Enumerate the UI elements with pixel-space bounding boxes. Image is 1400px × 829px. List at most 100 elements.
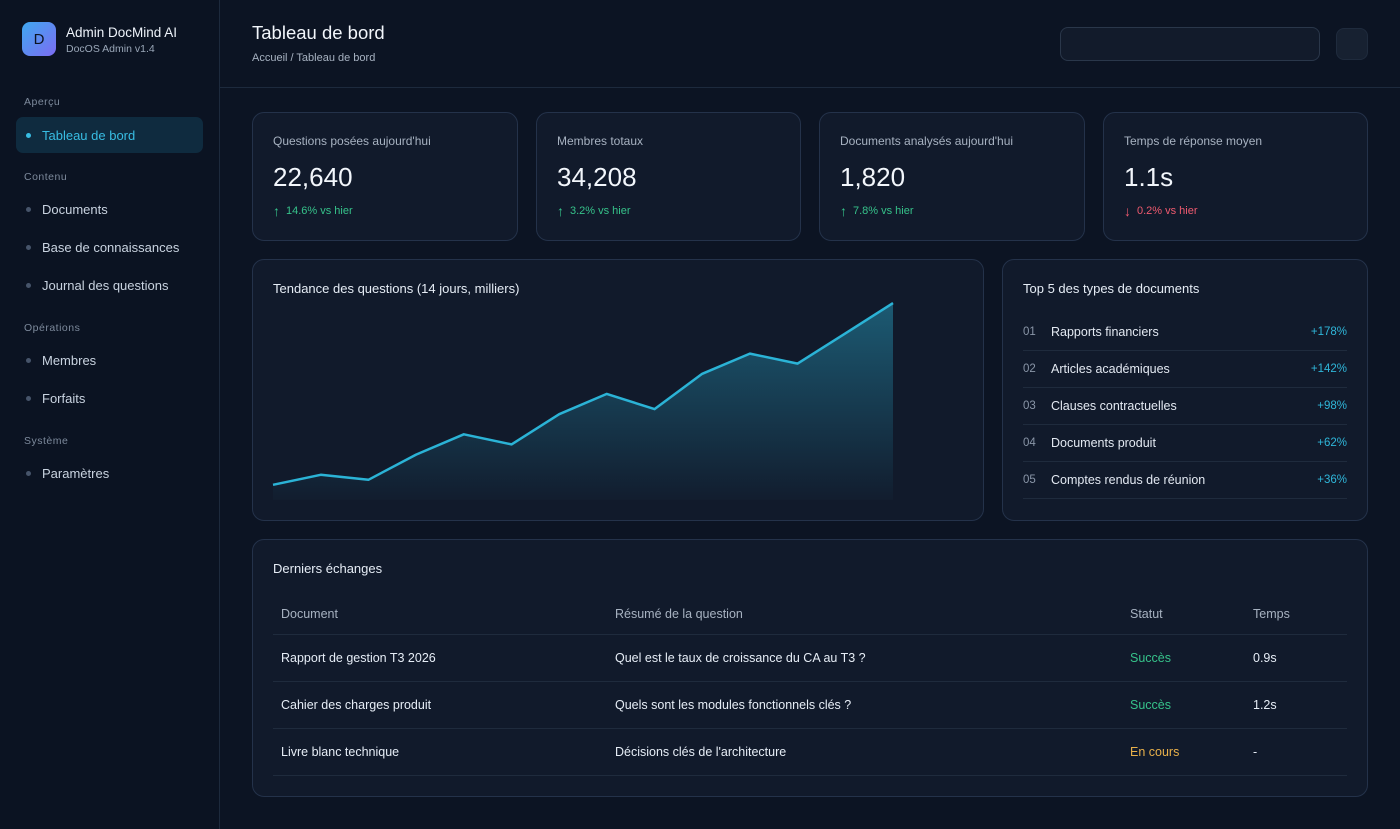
- list-item[interactable]: 02 Articles académiques +142%: [1023, 351, 1347, 388]
- list-item[interactable]: 01 Rapports financiers +178%: [1023, 314, 1347, 351]
- brand-text: Admin DocMind AI DocOS Admin v1.4: [66, 24, 177, 55]
- cell-document: Rapport de gestion T3 2026: [281, 651, 436, 665]
- chart-point-12[interactable]: [792, 358, 804, 370]
- list-item[interactable]: 03 Clauses contractuelles +98%: [1023, 388, 1347, 425]
- chart-point-9[interactable]: [649, 403, 661, 415]
- doc-type-name: Documents produit: [1051, 436, 1156, 450]
- status-badge: Succès: [1130, 651, 1171, 665]
- cell-time: 0.9s: [1253, 651, 1277, 665]
- status-badge: En cours: [1130, 745, 1180, 759]
- brand: D Admin DocMind AI DocOS Admin v1.4: [22, 22, 177, 56]
- stat-card-temps-reponse: Temps de réponse moyen 1.1s ↓ 0.2% vs hi…: [1103, 112, 1368, 241]
- growth-pct: +142%: [1310, 363, 1347, 375]
- doc-type-name: Clauses contractuelles: [1051, 399, 1177, 413]
- doc-type-name: Comptes rendus de réunion: [1051, 473, 1206, 487]
- arrow-up-icon: ↑: [840, 203, 847, 219]
- exchanges-title: Derniers échanges: [273, 561, 383, 576]
- sidebar-item-tableau-de-bord[interactable]: Tableau de bord: [16, 117, 203, 153]
- stat-card-documents: Documents analysés aujourd'hui 1,820 ↑ 7…: [819, 112, 1085, 241]
- sidebar-section-operations: Opérations: [24, 322, 81, 334]
- sidebar-section-apercu: Aperçu: [24, 96, 61, 108]
- column-header-statut[interactable]: Statut: [1130, 606, 1163, 621]
- top-header: Tableau de bord Accueil / Tableau de bor…: [220, 0, 1400, 88]
- chart-point-5[interactable]: [458, 428, 470, 440]
- sidebar-item-label: Journal des questions: [42, 277, 169, 293]
- arrow-up-icon: ↑: [557, 203, 564, 219]
- arrow-up-icon: ↑: [273, 203, 280, 219]
- stat-label: Membres totaux: [557, 134, 644, 148]
- sidebar-item-base-de-connaissances[interactable]: Base de connaissances: [16, 229, 203, 265]
- dot-icon: [26, 282, 31, 288]
- growth-pct: +178%: [1310, 326, 1347, 338]
- chart-point-8[interactable]: [601, 388, 613, 400]
- sidebar-item-membres[interactable]: Membres: [16, 342, 203, 378]
- sidebar-item-parametres[interactable]: Paramètres: [16, 455, 203, 491]
- stat-delta: ↓ 0.2% vs hier: [1124, 203, 1198, 219]
- app-version: DocOS Admin v1.4: [66, 42, 155, 55]
- cell-document: Livre blanc technique: [281, 745, 400, 759]
- stat-value: 1,820: [840, 162, 906, 192]
- sidebar-item-documents[interactable]: Documents: [16, 191, 203, 227]
- dot-icon: [26, 470, 31, 476]
- sidebar-item-journal-des-questions[interactable]: Journal des questions: [16, 267, 203, 303]
- sidebar-item-label: Paramètres: [42, 465, 110, 481]
- list-item[interactable]: 04 Documents produit +62%: [1023, 425, 1347, 462]
- chart-point-2[interactable]: [315, 469, 327, 481]
- header-action-button[interactable]: [1336, 28, 1368, 60]
- sidebar-item-label: Membres: [42, 352, 97, 368]
- rank-number: 01: [1023, 326, 1036, 338]
- chart-point-1[interactable]: [267, 479, 279, 491]
- app-name: Admin DocMind AI: [66, 24, 178, 40]
- stat-delta: ↑ 3.2% vs hier: [557, 203, 631, 219]
- chart-area-fill: [273, 303, 893, 500]
- column-header-document[interactable]: Document: [281, 606, 338, 621]
- chart-point-10[interactable]: [696, 368, 708, 380]
- chart-point-11[interactable]: [744, 348, 756, 360]
- top5-title: Top 5 des types de documents: [1023, 281, 1200, 296]
- stat-delta: ↑ 7.8% vs hier: [840, 203, 914, 219]
- sidebar-item-label: Documents: [42, 201, 108, 217]
- table-row[interactable]: Rapport de gestion T3 2026 Quel est le t…: [273, 635, 1347, 682]
- column-header-question[interactable]: Résumé de la question: [615, 606, 743, 621]
- list-item[interactable]: 05 Comptes rendus de réunion +36%: [1023, 462, 1347, 499]
- cell-time: 1.2s: [1253, 698, 1277, 712]
- chart-point-13[interactable]: [839, 327, 851, 339]
- dot-icon: [26, 244, 31, 250]
- growth-pct: +62%: [1317, 437, 1347, 449]
- rank-number: 04: [1023, 437, 1036, 449]
- app-logo: D: [22, 22, 56, 56]
- column-header-temps[interactable]: Temps: [1253, 606, 1290, 621]
- chart-point-4[interactable]: [410, 449, 422, 461]
- trend-chart: [267, 297, 899, 500]
- cell-document: Cahier des charges produit: [281, 698, 432, 712]
- arrow-down-icon: ↓: [1124, 203, 1131, 219]
- chart-series-line: [272, 302, 894, 487]
- chart-title: Tendance des questions (14 jours, millie…: [273, 281, 520, 296]
- table-header: Document Résumé de la question Statut Te…: [273, 593, 1347, 635]
- top5-card: Top 5 des types de documents 01 Rapports…: [1002, 259, 1368, 521]
- sidebar-item-label: Tableau de bord: [42, 127, 136, 143]
- active-dot-icon: [26, 132, 31, 138]
- growth-pct: +36%: [1317, 474, 1347, 486]
- sidebar-item-forfaits[interactable]: Forfaits: [16, 380, 203, 416]
- search-input[interactable]: [1060, 27, 1320, 61]
- stat-delta: ↑ 14.6% vs hier: [273, 203, 353, 219]
- chart-point-7[interactable]: [553, 408, 565, 420]
- dot-icon: [26, 206, 31, 212]
- rank-number: 03: [1023, 400, 1036, 412]
- doc-type-name: Articles académiques: [1051, 362, 1170, 376]
- chart-point-6[interactable]: [505, 438, 517, 450]
- table-row[interactable]: Livre blanc technique Décisions clés de …: [273, 729, 1347, 776]
- chart-point-14[interactable]: [887, 297, 899, 309]
- table-row[interactable]: Cahier des charges produit Quels sont le…: [273, 682, 1347, 729]
- sidebar-item-label: Forfaits: [42, 390, 86, 406]
- sidebar: D Admin DocMind AI DocOS Admin v1.4 Aper…: [0, 0, 220, 829]
- stat-value: 1.1s: [1124, 162, 1174, 192]
- stat-delta-text: 0.2% vs hier: [1137, 205, 1198, 217]
- sidebar-section-systeme: Système: [24, 435, 69, 447]
- chart-point-3[interactable]: [362, 474, 374, 486]
- breadcrumb: Accueil / Tableau de bord: [252, 52, 376, 64]
- stat-label: Questions posées aujourd'hui: [273, 134, 431, 148]
- doc-type-name: Rapports financiers: [1051, 325, 1159, 339]
- stat-value: 34,208: [557, 162, 637, 192]
